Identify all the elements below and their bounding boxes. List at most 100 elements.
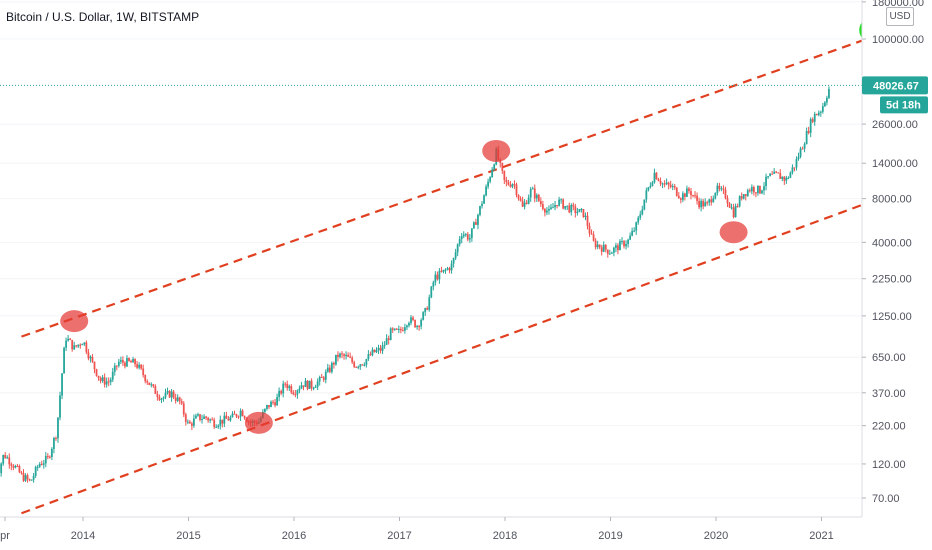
candle-body: [592, 234, 595, 241]
candle-body: [418, 326, 421, 328]
candle-body: [310, 380, 313, 389]
candle-body: [505, 179, 508, 183]
candle-body: [377, 347, 380, 350]
candle-body: [148, 382, 151, 385]
candle-body: [333, 362, 335, 365]
candle-body: [223, 415, 226, 424]
candle-body: [410, 317, 412, 323]
candle-body: [440, 270, 443, 272]
candle-body: [677, 195, 680, 199]
candle-body: [22, 473, 25, 481]
price-label: 8000.00: [872, 194, 912, 206]
candle-body: [375, 349, 378, 353]
candle-body: [653, 172, 656, 183]
candle-body: [359, 364, 362, 367]
candle-body: [639, 214, 642, 218]
candle-body: [795, 159, 798, 168]
currency-button[interactable]: USD: [886, 7, 914, 26]
candle-body: [105, 381, 108, 385]
candle-body: [8, 457, 11, 465]
candle-body: [312, 387, 315, 389]
candle-body: [4, 454, 7, 459]
candle-body: [686, 188, 688, 197]
candle-body: [304, 380, 307, 387]
time-label: 2021: [809, 530, 833, 542]
candle-body: [414, 319, 416, 328]
candle-body: [387, 338, 390, 341]
candle-body: [576, 212, 579, 214]
candle-body: [793, 167, 796, 169]
candle-body: [389, 328, 392, 341]
candle-body: [422, 312, 425, 320]
candle-body: [361, 364, 364, 366]
candle-body: [791, 167, 794, 173]
candle-body: [718, 185, 721, 189]
candle-body: [823, 102, 826, 107]
candle-body: [61, 373, 63, 396]
candle-body: [444, 269, 447, 271]
candle-body: [759, 185, 761, 194]
candle-body: [720, 188, 723, 190]
candle-body: [79, 344, 82, 346]
candle-body: [97, 375, 100, 378]
candle-body: [44, 456, 47, 464]
candle-body: [274, 402, 276, 406]
candle-body: [211, 419, 214, 421]
channel-lines[interactable]: [21, 29, 893, 515]
candle-body: [306, 380, 309, 389]
candle-body: [373, 349, 376, 353]
time-label: 2015: [176, 530, 200, 542]
candle-body: [716, 185, 719, 193]
candle-body: [556, 204, 558, 206]
candle-body: [548, 208, 550, 211]
candle-body: [391, 328, 394, 330]
candle-body: [700, 200, 703, 208]
candle-body: [438, 270, 441, 280]
candle-body: [436, 274, 439, 280]
candle-body: [619, 241, 621, 251]
candle-body: [322, 377, 325, 380]
candle-body: [406, 325, 408, 328]
candle-body: [176, 397, 179, 401]
candle-body: [270, 401, 272, 408]
candle-body: [781, 176, 784, 179]
countdown-badge: [880, 96, 928, 114]
candle-body: [81, 344, 84, 346]
candle-body: [602, 244, 605, 252]
candle-body: [302, 385, 305, 387]
candle-body: [702, 200, 705, 207]
candle-body: [819, 111, 822, 113]
price-label: 220.00: [872, 421, 906, 433]
candle-body: [126, 358, 128, 367]
candle-body: [714, 192, 717, 199]
candle-body: [91, 356, 94, 362]
candle-body: [182, 403, 185, 415]
candle-body: [28, 479, 31, 481]
candle-body: [665, 182, 668, 185]
time-axis[interactable]: pr 2014 2015 2016 2017 2018 2019 2020 2021: [0, 516, 932, 550]
candle-body: [631, 230, 634, 236]
candle-body: [314, 386, 317, 388]
touch-marker: [60, 310, 89, 333]
candle-body: [493, 164, 496, 170]
candle-body: [811, 119, 814, 122]
candle-body: [558, 199, 561, 206]
candle-body: [40, 463, 43, 465]
candle-body: [513, 184, 516, 186]
candle-body: [294, 394, 297, 396]
candle-body: [679, 198, 682, 200]
candle-body: [657, 179, 660, 182]
time-label: 2018: [493, 530, 517, 542]
candle-body: [6, 457, 9, 459]
candle-body: [511, 184, 514, 187]
candle-body: [821, 106, 824, 112]
candle-body: [138, 364, 141, 368]
candle-body: [659, 181, 662, 184]
candle-body: [688, 188, 690, 192]
candle-body: [286, 384, 289, 389]
candle-body: [172, 391, 175, 398]
candle-body: [166, 391, 169, 393]
price-axis[interactable]: 180000.00 100000.00 26000.00 14000.00 8000.0…: [861, 0, 932, 550]
candle-body: [499, 160, 502, 163]
